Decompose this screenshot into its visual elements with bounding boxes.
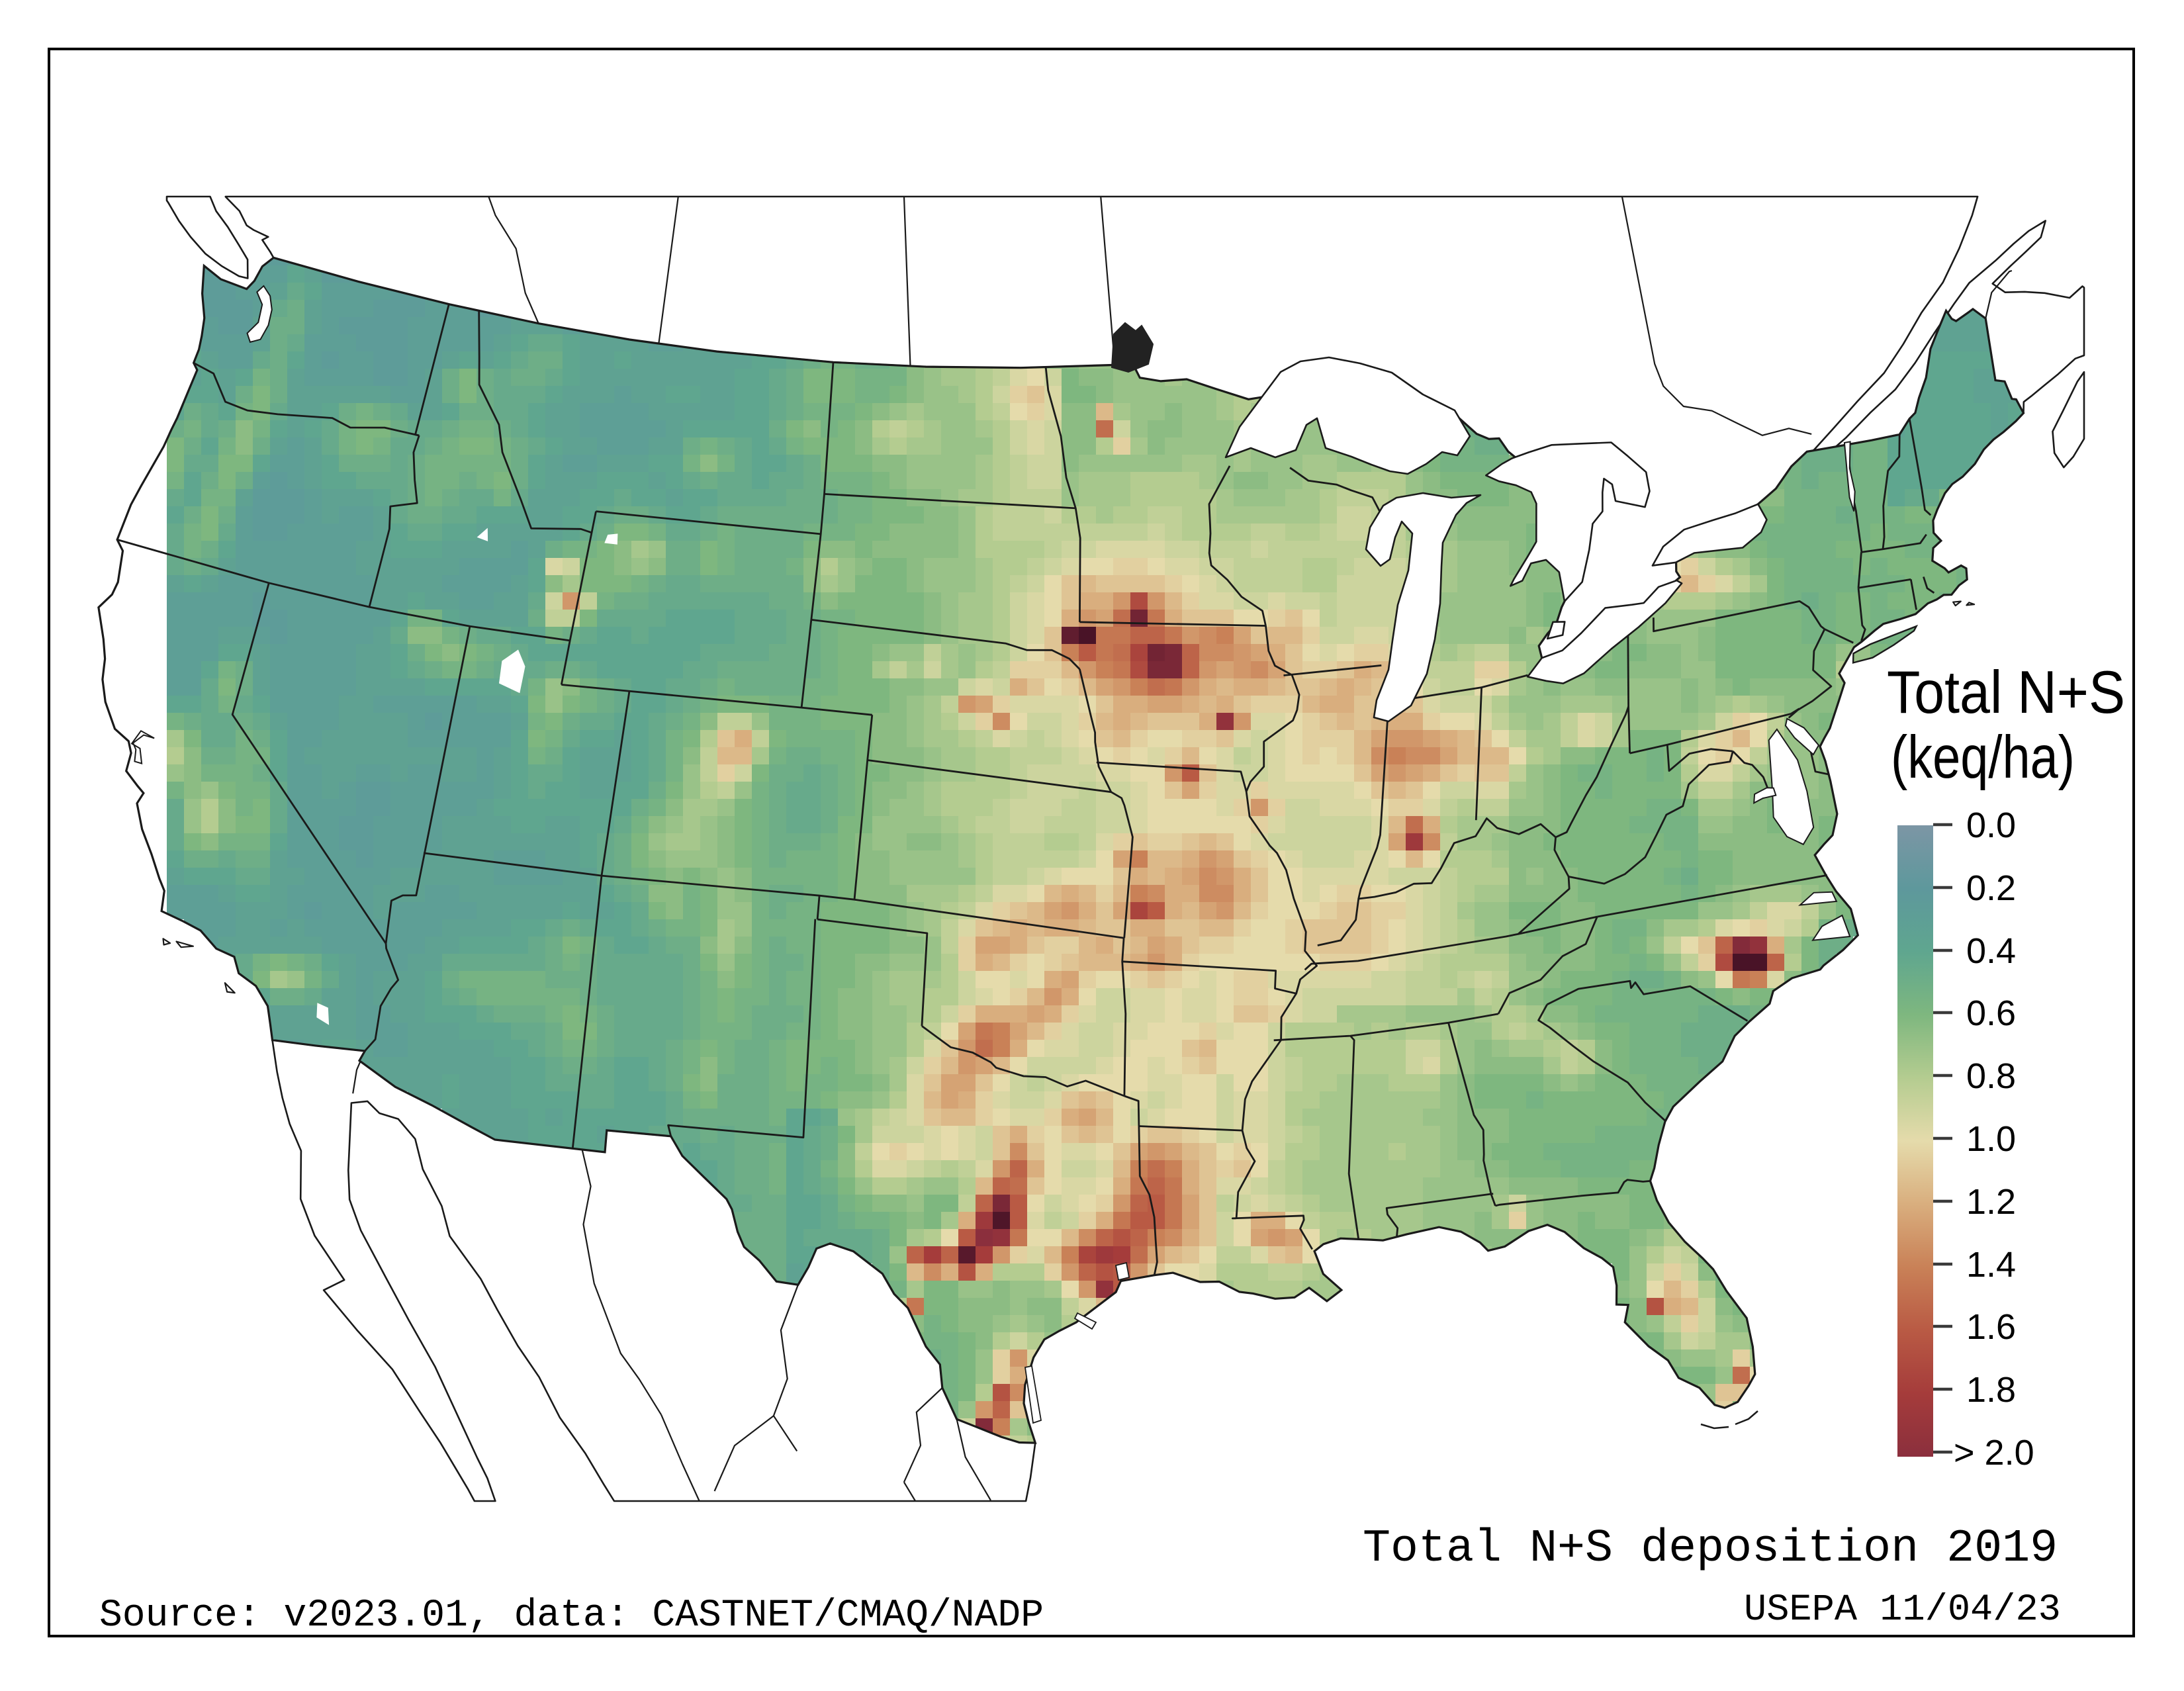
svg-text:1.8: 1.8 [1966, 1370, 2016, 1410]
svg-text:Source: v2023.01, data: CASTNE: Source: v2023.01, data: CASTNET/CMAQ/NAD… [99, 1594, 1044, 1637]
svg-text:0.2: 0.2 [1966, 868, 2016, 908]
svg-text:1.0: 1.0 [1966, 1119, 2016, 1159]
svg-text:1.6: 1.6 [1966, 1307, 2016, 1347]
svg-text:Total N+S deposition 2019: Total N+S deposition 2019 [1363, 1523, 2058, 1575]
svg-text:(keq/ha): (keq/ha) [1891, 724, 2075, 791]
svg-text:> 2.0: > 2.0 [1954, 1433, 2034, 1473]
svg-text:0.0: 0.0 [1966, 805, 2016, 845]
svg-text:0.4: 0.4 [1966, 931, 2016, 971]
svg-text:1.2: 1.2 [1966, 1182, 2016, 1222]
svg-text:Total N+S: Total N+S [1887, 659, 2125, 726]
svg-text:USEPA 11/04/23: USEPA 11/04/23 [1744, 1589, 2061, 1631]
svg-text:0.8: 0.8 [1966, 1056, 2016, 1096]
svg-text:0.6: 0.6 [1966, 993, 2016, 1033]
svg-text:1.4: 1.4 [1966, 1245, 2016, 1285]
